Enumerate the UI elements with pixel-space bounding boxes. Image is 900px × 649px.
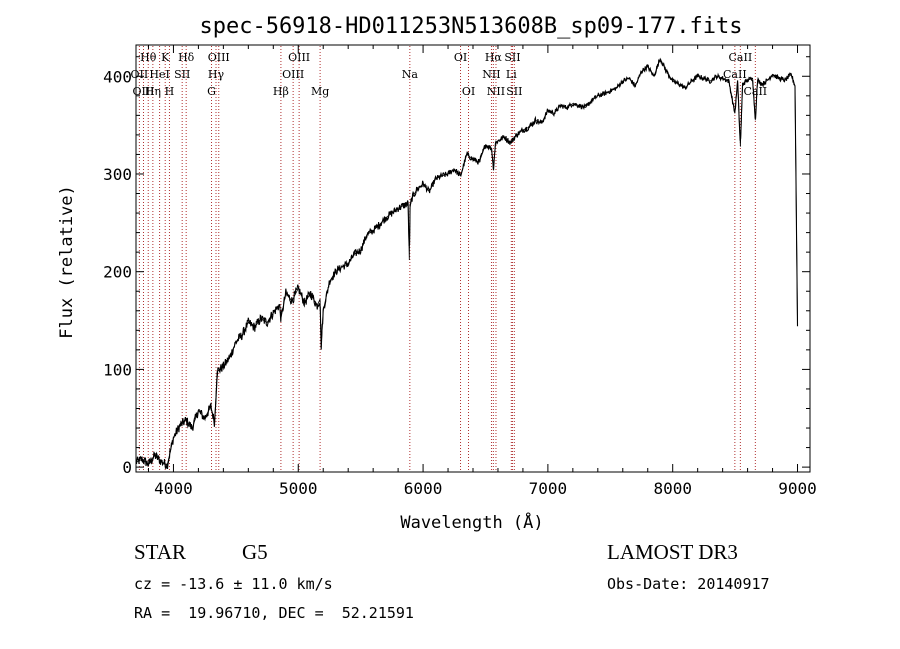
line-label: OIII bbox=[282, 68, 304, 81]
line-label: Hδ bbox=[178, 51, 195, 64]
line-label: OII bbox=[131, 68, 149, 81]
x-axis-ticks: 4000 5000 6000 7000 8000 9000 bbox=[147, 45, 817, 498]
y-tick-label: 100 bbox=[103, 360, 132, 379]
line-label: Hα bbox=[485, 51, 503, 64]
line-label: OI bbox=[454, 51, 467, 64]
y-axis-label: Flux (relative) bbox=[57, 185, 77, 339]
line-label: OIII bbox=[208, 51, 230, 64]
x-axis-label: Wavelength (Å) bbox=[400, 511, 543, 533]
line-label: CaII bbox=[723, 68, 747, 81]
line-label: OIII bbox=[132, 85, 154, 98]
line-label: Na bbox=[402, 68, 419, 81]
y-axis-ticks: 0 100 200 300 400 bbox=[103, 56, 810, 477]
x-tick-label: 5000 bbox=[279, 479, 318, 498]
chart-title: spec-56918-HD011253N513608B_sp09-177.fit… bbox=[199, 14, 742, 39]
line-label: HeI bbox=[149, 68, 169, 81]
line-label: NII bbox=[482, 68, 500, 81]
redshift-cz: cz = -13.6 ± 11.0 km/s bbox=[134, 575, 333, 593]
flux-trace bbox=[135, 57, 799, 469]
y-tick-label: 200 bbox=[103, 263, 132, 282]
x-tick-label: 8000 bbox=[653, 479, 692, 498]
line-label: OI bbox=[462, 85, 475, 98]
object-subclass: G5 bbox=[242, 540, 268, 564]
line-label: OIII bbox=[288, 51, 310, 64]
line-label: NII bbox=[487, 85, 505, 98]
y-tick-label: 300 bbox=[103, 165, 132, 184]
survey-name: LAMOST DR3 bbox=[607, 540, 738, 564]
object-class: STAR bbox=[134, 540, 186, 564]
line-label: SII bbox=[506, 85, 522, 98]
line-label: SII bbox=[504, 51, 520, 64]
line-label: Mg bbox=[311, 85, 329, 98]
flux-line bbox=[135, 58, 799, 469]
line-label: Hβ bbox=[273, 85, 289, 98]
x-tick-label: 4000 bbox=[154, 479, 193, 498]
line-label: K bbox=[161, 51, 170, 64]
plot-frame bbox=[135, 44, 811, 473]
observation-date: Obs-Date: 20140917 bbox=[607, 575, 770, 593]
x-tick-label: 6000 bbox=[404, 479, 443, 498]
line-label: Hη bbox=[145, 85, 161, 98]
line-label: G bbox=[207, 85, 216, 98]
line-label: CaII bbox=[743, 85, 767, 98]
line-label: Hθ bbox=[140, 51, 157, 64]
line-label: H bbox=[165, 85, 175, 98]
x-tick-label: 9000 bbox=[778, 479, 817, 498]
y-tick-label: 400 bbox=[103, 67, 132, 86]
line-label: Hγ bbox=[208, 68, 225, 81]
line-label: SII bbox=[174, 68, 190, 81]
y-tick-label: 0 bbox=[122, 458, 132, 477]
line-label: CaII bbox=[729, 51, 753, 64]
line-label: Li bbox=[506, 68, 517, 81]
emission-line-markers bbox=[138, 46, 756, 472]
flux-anchor-line bbox=[135, 57, 798, 466]
x-tick-label: 7000 bbox=[529, 479, 568, 498]
ra-dec-coordinates: RA = 19.96710, DEC = 52.21591 bbox=[134, 604, 414, 622]
spectrum-chart: spec-56918-HD011253N513608B_sp09-177.fit… bbox=[57, 14, 817, 533]
emission-line-labels: Hθ OII OIII K HeI Hη Hδ SII H OIII Hγ G OIII OIII Hβ Mg… bbox=[131, 51, 768, 98]
